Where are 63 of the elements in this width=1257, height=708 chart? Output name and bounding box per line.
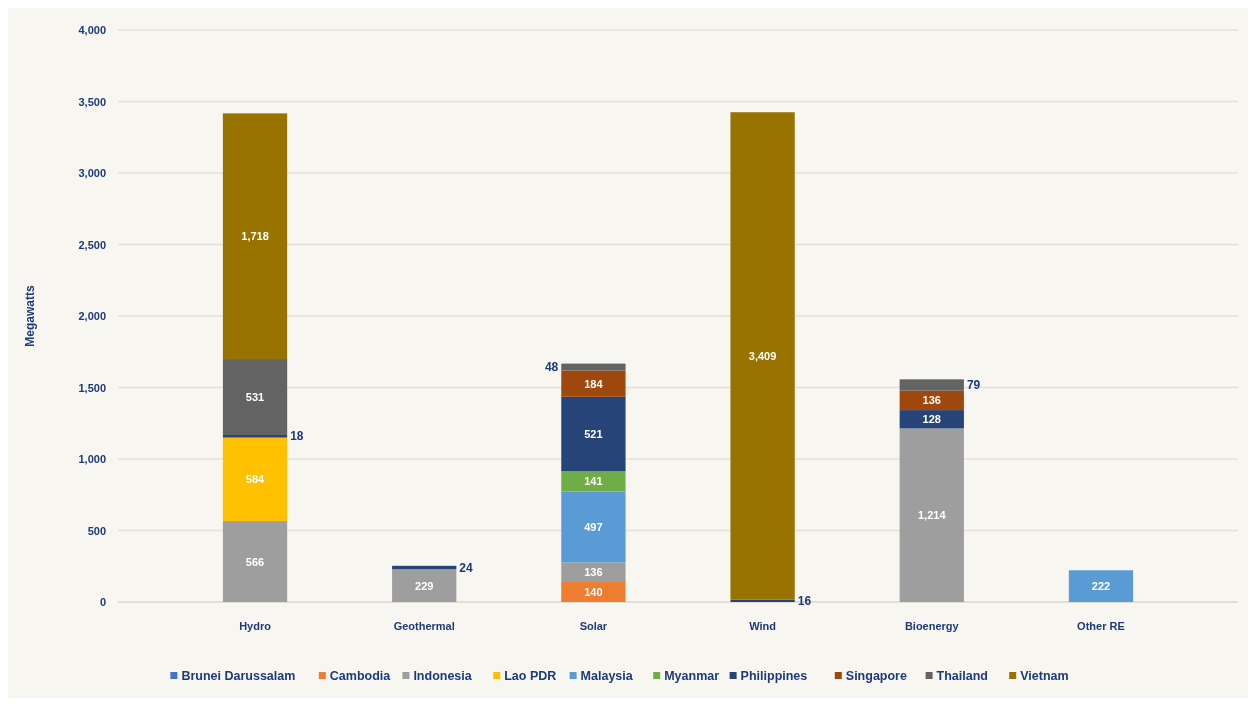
x-tick-label: Bioenergy (904, 620, 960, 632)
data-label: 48 (544, 360, 559, 375)
data-label: 16 (797, 593, 812, 608)
y-axis-title: Megawatts (23, 285, 37, 347)
data-label: 79 (966, 378, 981, 392)
data-label: 1,214 (918, 509, 947, 522)
bar (561, 581, 626, 602)
x-tick-label: Solar (579, 620, 608, 632)
data-label: 140 (584, 585, 603, 598)
bar (222, 113, 288, 360)
legend-label: Singapore (845, 669, 907, 683)
data-label: 184 (584, 377, 604, 390)
bar (1068, 570, 1134, 602)
legend-label: Vietnam (1020, 669, 1069, 683)
bar (899, 379, 964, 391)
bar (561, 471, 626, 492)
legend-label: Thailand (936, 669, 989, 683)
data-label: 584 (245, 473, 266, 486)
x-tick-label: Hydro (239, 620, 272, 632)
data-label: 497 (584, 521, 603, 533)
bar (730, 112, 795, 600)
x-tick-label: Geothermal (393, 620, 455, 632)
y-tick-label: 1,000 (78, 453, 106, 465)
bar (561, 562, 626, 582)
bar (222, 521, 288, 602)
data-label: 566 (245, 555, 265, 568)
bar (222, 434, 288, 438)
data-label: 531 (245, 391, 265, 404)
data-label: 229 (415, 579, 434, 592)
bar (561, 491, 626, 563)
y-tick-label: 500 (87, 524, 106, 537)
data-label: 222 (1091, 580, 1111, 593)
data-label: 521 (584, 428, 603, 441)
bar (561, 370, 626, 397)
y-tick-label: 2,500 (78, 238, 106, 251)
data-label: 1,718 (241, 230, 269, 243)
data-label: 136 (584, 566, 603, 579)
bar (899, 428, 964, 602)
bar (392, 569, 457, 602)
data-label: 128 (922, 413, 941, 426)
x-tick-label: Wind (749, 620, 776, 632)
legend-label: Lao PDR (504, 669, 557, 683)
bar (222, 359, 288, 435)
y-tick-label: 1,500 (78, 381, 106, 394)
y-tick-label: 4,000 (78, 24, 106, 36)
legend-label: Indonesia (413, 669, 473, 683)
legend-label: Malaysia (580, 669, 634, 683)
data-label: 18 (290, 429, 304, 444)
legend-label: Cambodia (329, 669, 392, 683)
y-tick-label: 0 (99, 596, 106, 608)
y-tick-label: 3,000 (78, 167, 106, 179)
data-label: 3,409 (748, 349, 777, 362)
data-label: 141 (584, 475, 603, 488)
data-label: 136 (922, 394, 941, 407)
y-tick-label: 2,000 (78, 310, 106, 322)
x-tick-label: Other RE (1077, 620, 1125, 632)
y-tick-label: 3,500 (78, 95, 106, 108)
bar (222, 437, 288, 522)
legend-label: Brunei Darussalam (181, 669, 296, 683)
legend-label: Myanmar (664, 669, 720, 683)
legend-label: Philippines (740, 669, 808, 683)
data-label: 24 (459, 560, 474, 575)
bar (561, 396, 626, 472)
